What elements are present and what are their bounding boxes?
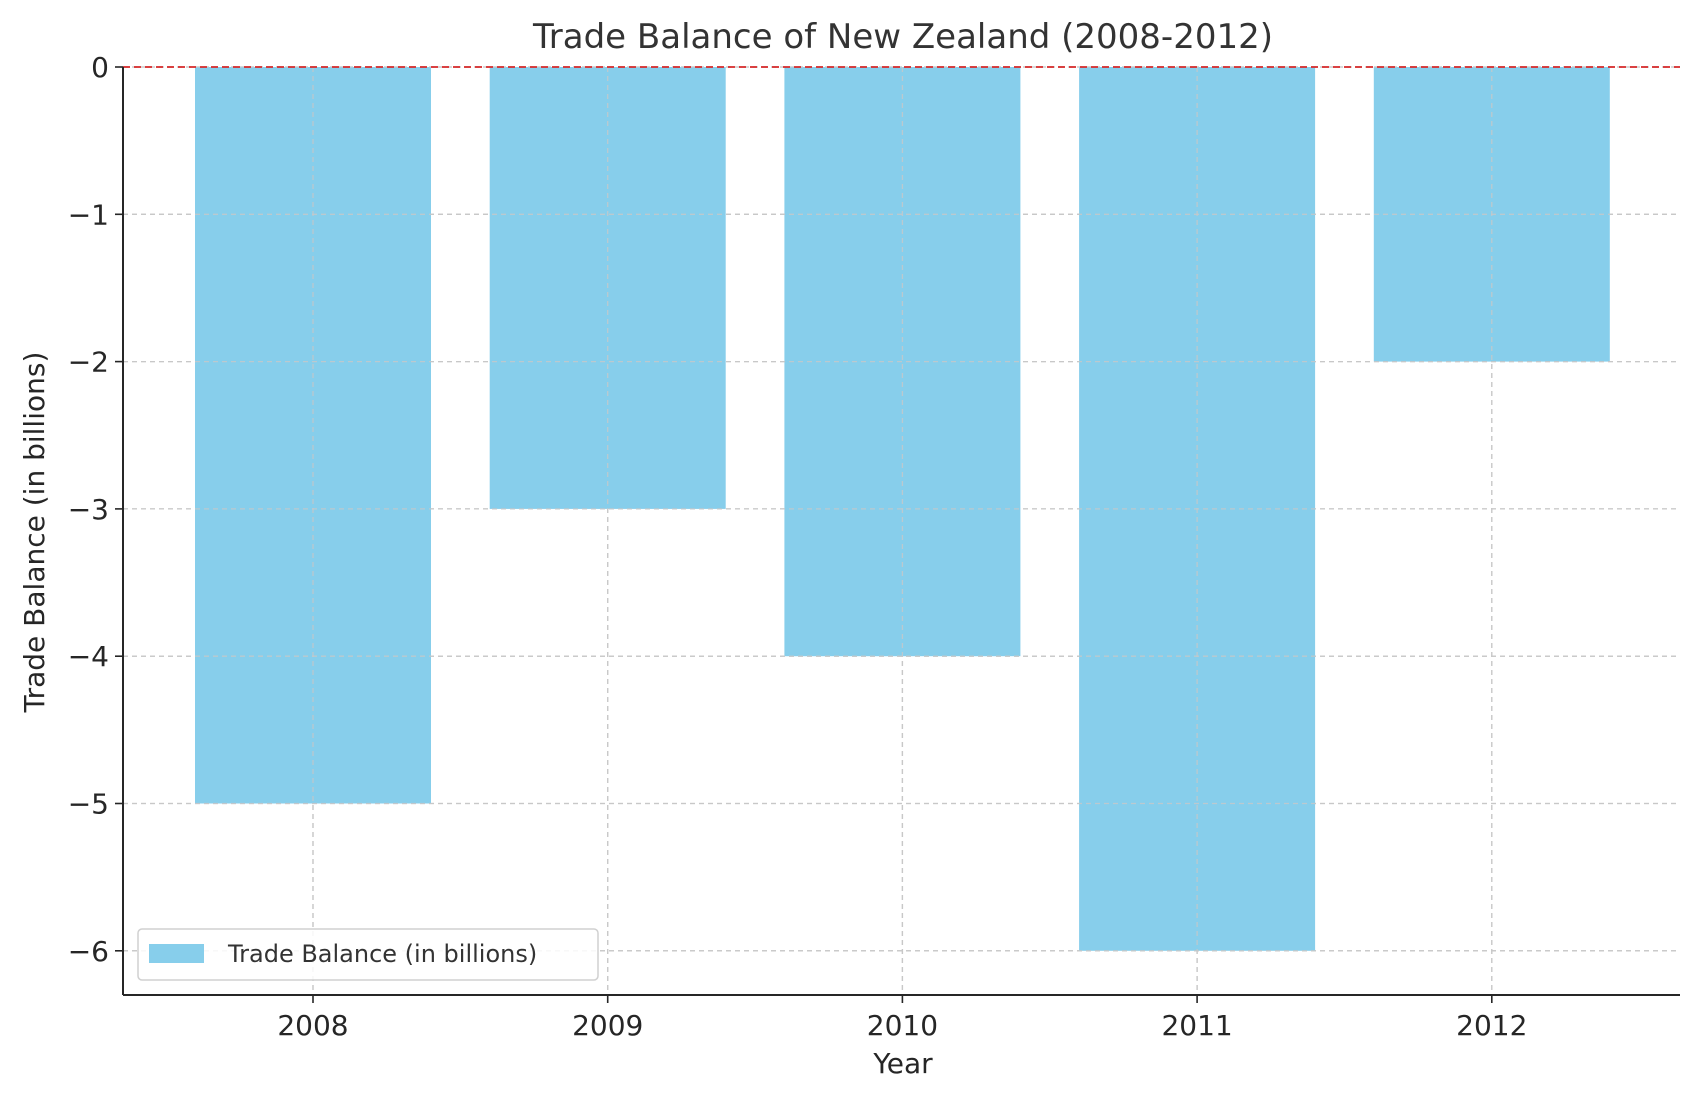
y-tick-label: −6	[68, 935, 109, 968]
y-axis-label: Trade Balance (in billions)	[18, 352, 51, 714]
y-tick-label: −1	[68, 198, 109, 231]
x-axis-label: Year	[872, 1047, 933, 1080]
bars	[123, 66, 1680, 995]
legend-swatch	[149, 944, 204, 963]
x-tick-label: 2010	[867, 1009, 938, 1042]
y-tick-label: −5	[68, 788, 109, 821]
y-tick-label: −2	[68, 346, 109, 379]
axes	[122, 67, 1680, 996]
x-tick-label: 2009	[572, 1009, 643, 1042]
chart-title: Trade Balance of New Zealand (2008-2012)	[532, 17, 1273, 57]
legend-box	[137, 928, 599, 981]
y-tick-label: −3	[68, 493, 109, 526]
y-tick-label: −4	[68, 640, 109, 673]
y-tick-label: 0	[91, 51, 109, 84]
x-tick-label: 2012	[1456, 1009, 1527, 1042]
x-tick-label: 2011	[1161, 1009, 1232, 1042]
legend: Trade Balance (in billions)	[137, 928, 599, 981]
legend-label: Trade Balance (in billions)	[227, 940, 537, 968]
tick-labels: 0 −1 −2 −3 −4 −5 −6 2008 2009 2010 2011 2012	[68, 51, 1528, 1042]
x-tick-label: 2008	[277, 1009, 348, 1042]
